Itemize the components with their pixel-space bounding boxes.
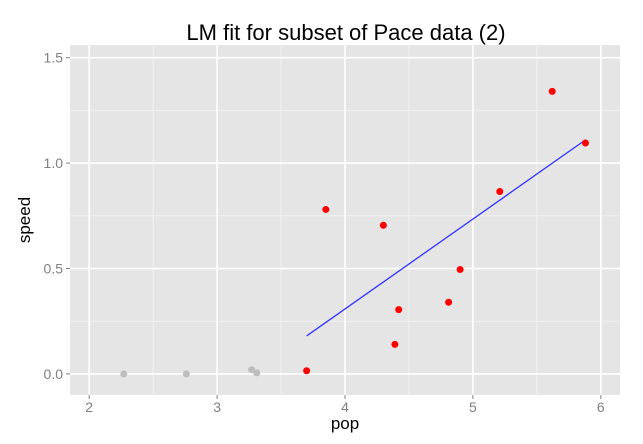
fitted-point (581, 139, 589, 147)
x-tick-label: 4 (341, 399, 349, 415)
x-axis: 2 3 4 5 6 (85, 395, 605, 415)
chart-title: LM fit for subset of Pace data (2) (186, 20, 505, 45)
grid-major (70, 45, 620, 395)
x-tick-label: 5 (469, 399, 477, 415)
y-tick-label: 0.0 (44, 366, 64, 382)
fitted-point (379, 221, 387, 229)
fit-line (306, 139, 586, 337)
x-tick-label: 3 (213, 399, 221, 415)
excluded-point (248, 366, 256, 374)
fit-line-layer (306, 139, 586, 337)
fitted-point (303, 367, 311, 375)
y-tick-label: 1.5 (44, 50, 64, 66)
y-axis: 0.0 0.5 1.0 1.5 (44, 50, 70, 382)
x-tick-label: 6 (597, 399, 605, 415)
excluded-point (182, 370, 190, 378)
fitted-point (548, 87, 556, 95)
y-tick-label: 0.5 (44, 260, 64, 276)
excluded-point (120, 370, 128, 378)
y-tick-label: 1.0 (44, 155, 64, 171)
fitted-point (445, 298, 453, 306)
fitted-point (322, 205, 330, 213)
x-axis-label: pop (331, 414, 359, 433)
excluded-point (253, 369, 261, 377)
fitted-point (456, 266, 464, 274)
points-layer (120, 87, 589, 378)
y-axis-label: speed (15, 197, 34, 243)
fitted-point (496, 188, 504, 196)
x-tick-label: 2 (85, 399, 93, 415)
fitted-point (395, 306, 403, 314)
fitted-point (391, 340, 399, 348)
